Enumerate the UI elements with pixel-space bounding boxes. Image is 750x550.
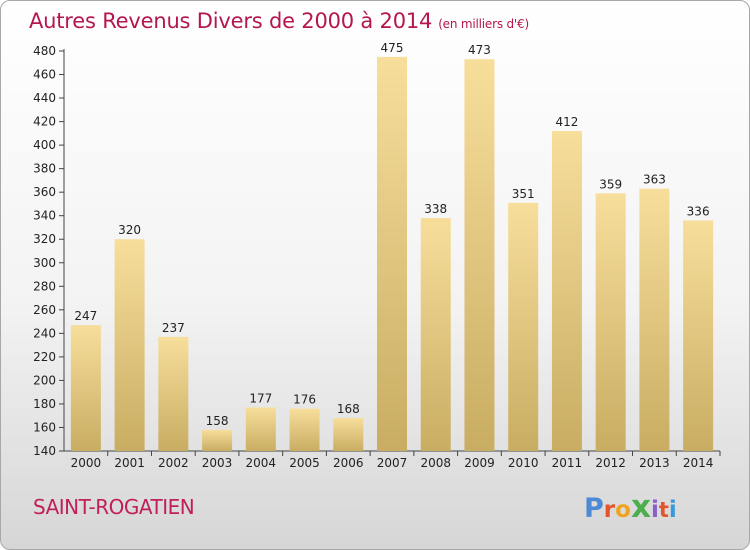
bar-value-label: 177 [249, 391, 272, 405]
bar-value-label: 336 [687, 204, 710, 218]
bar-value-label: 158 [206, 414, 229, 428]
x-tick-label: 2014 [683, 456, 714, 470]
bar-2000 [70, 325, 101, 451]
bar-2012 [595, 193, 626, 451]
bar-2007 [377, 56, 407, 451]
bar-2004 [245, 407, 276, 451]
bar-2001 [114, 239, 145, 451]
bar-2006 [333, 418, 364, 451]
bar-value-label: 320 [118, 223, 141, 237]
y-tick-label: 200 [33, 373, 56, 387]
y-tick-label: 440 [33, 91, 56, 105]
x-tick-label: 2006 [333, 456, 364, 470]
x-tick-label: 2011 [552, 456, 583, 470]
y-tick-label: 180 [33, 397, 56, 411]
bar-value-label: 473 [468, 43, 491, 57]
y-tick-label: 260 [33, 303, 56, 317]
y-tick-label: 400 [33, 138, 56, 152]
x-tick-label: 2009 [464, 456, 495, 470]
chart-unit: (en milliers d'€) [438, 17, 529, 31]
bar-2008 [420, 218, 451, 451]
bar-value-label: 237 [162, 321, 185, 335]
bar-value-label: 475 [381, 41, 404, 55]
logo-letter: P [584, 493, 604, 524]
bar-value-label: 247 [74, 309, 97, 323]
y-tick-label: 460 [33, 68, 56, 82]
logo-letter: r [603, 497, 616, 523]
bar-value-label: 363 [643, 173, 666, 187]
y-tick-label: 160 [33, 420, 56, 434]
x-tick-label: 2002 [158, 456, 189, 470]
bar-2010 [508, 202, 539, 451]
x-tick-label: 2012 [595, 456, 626, 470]
bar-value-label: 351 [512, 187, 535, 201]
y-tick-label: 420 [33, 115, 56, 129]
x-tick-label: 2001 [114, 456, 145, 470]
bar-2005 [289, 408, 320, 451]
y-tick-label: 380 [33, 162, 56, 176]
x-tick-label: 2003 [202, 456, 233, 470]
bar-value-label: 412 [555, 115, 578, 129]
y-tick-label: 140 [33, 444, 56, 458]
location-name: SAINT-ROGATIEN [33, 495, 195, 519]
proxiti-logo[interactable]: Proxiti [584, 489, 677, 525]
bar-2009 [464, 59, 495, 452]
bar-2011 [551, 131, 582, 451]
y-tick-label: 280 [33, 279, 56, 293]
x-tick-label: 2000 [71, 456, 102, 470]
x-tick-label: 2013 [639, 456, 670, 470]
y-tick-label: 320 [33, 232, 56, 246]
bar-value-label: 338 [424, 202, 447, 216]
axis-layer: 140 160 180 200 220 240 260 280 300 320 340 360 380 4… [33, 44, 721, 470]
bar-2003 [202, 429, 233, 451]
y-tick-label: 360 [33, 185, 56, 199]
y-tick-label: 480 [33, 44, 56, 58]
bars-layer: 247 320 237 158 177 176 168 475 338 473 351 412 359 3… [70, 41, 714, 452]
bar-value-label: 168 [337, 402, 360, 416]
logo-letter: t [658, 498, 669, 522]
logo-letter: o [615, 497, 631, 523]
logo-letter: i [668, 497, 677, 523]
x-tick-label: 2007 [377, 456, 408, 470]
x-tick-label: 2010 [508, 456, 539, 470]
bar-2013 [639, 188, 670, 451]
logo-letter: i [650, 497, 659, 523]
bar-value-label: 359 [599, 177, 622, 191]
chart-title: Autres Revenus Divers de 2000 à 2014 (en … [29, 9, 529, 33]
bar-value-label: 176 [293, 393, 316, 407]
y-tick-label: 240 [33, 326, 56, 340]
y-tick-label: 220 [33, 350, 56, 364]
x-tick-label: 2005 [289, 456, 320, 470]
logo-letter: x [630, 489, 651, 525]
y-tick-label: 300 [33, 256, 56, 270]
x-tick-label: 2004 [246, 456, 277, 470]
bar-2002 [158, 336, 189, 451]
x-tick-label: 2008 [420, 456, 451, 470]
chart-title-text: Autres Revenus Divers de 2000 à 2014 [29, 9, 433, 33]
y-tick-label: 340 [33, 209, 56, 223]
bar-2014 [683, 220, 714, 451]
